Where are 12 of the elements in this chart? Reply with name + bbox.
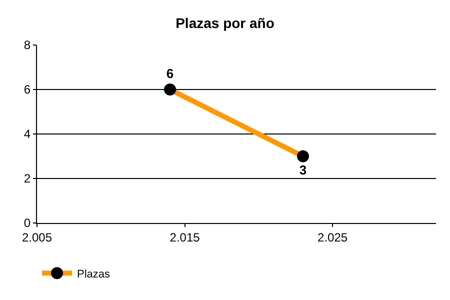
y-tick-label: 6 <box>24 82 31 97</box>
y-tick-label: 0 <box>24 216 31 230</box>
y-tick-label: 8 <box>24 38 31 52</box>
data-label: 3 <box>299 162 307 178</box>
chart-title: Plazas por año <box>176 14 274 31</box>
x-tick-label: 2.025 <box>318 230 348 244</box>
y-tick-label: 2 <box>24 172 31 186</box>
x-tick-label: 2.005 <box>22 230 52 244</box>
x-tick-label: 2.015 <box>170 230 200 244</box>
legend-label: Plazas <box>77 268 111 280</box>
data-label: 6 <box>166 66 174 81</box>
y-tick-label: 4 <box>24 127 31 142</box>
